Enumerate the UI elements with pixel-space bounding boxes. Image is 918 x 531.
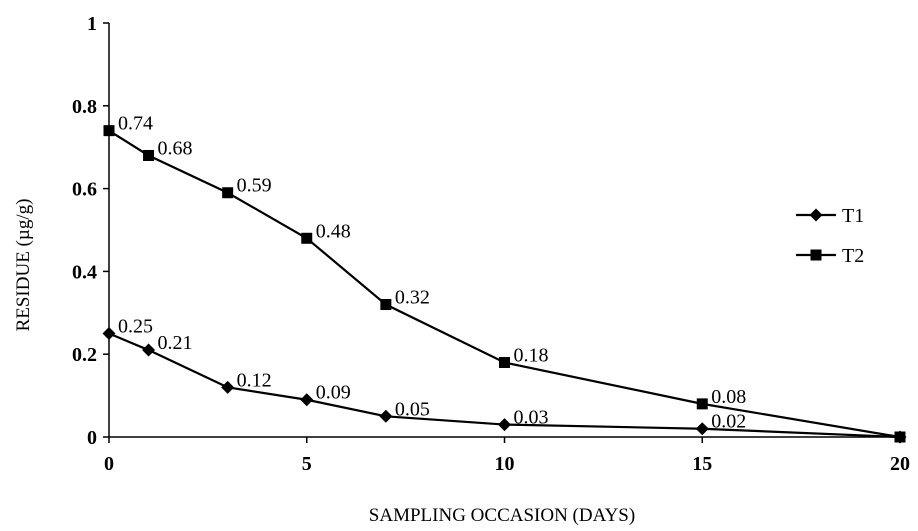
- y-tick-label: 0.2: [72, 344, 97, 366]
- data-point-t1: [498, 418, 511, 432]
- data-point-t2: [696, 398, 708, 410]
- series-layer: [102, 125, 907, 444]
- data-label-t2: 0.48: [316, 220, 351, 242]
- legend-marker-t1: [809, 208, 823, 222]
- data-label-t2: 0.68: [158, 137, 193, 159]
- data-point-t2: [301, 232, 313, 244]
- y-tick-label: 0.8: [72, 96, 97, 118]
- series-line-t1: [108, 332, 901, 439]
- series-line-t2: [108, 129, 901, 439]
- data-point-t1: [379, 409, 393, 423]
- y-tick-label: 0: [87, 427, 97, 449]
- data-point-t1: [695, 422, 709, 436]
- data-label-t2: 0.08: [711, 386, 746, 408]
- data-label-t1: 0.21: [158, 332, 193, 354]
- data-point-t2: [143, 149, 155, 161]
- data-label-t1: 0.02: [711, 411, 746, 433]
- data-point-t2: [380, 299, 392, 311]
- y-tick-label: 1: [87, 13, 97, 35]
- data-point-t2: [103, 125, 115, 137]
- legend-label-t2: T2: [842, 245, 864, 267]
- legend: T1 T2: [796, 205, 864, 267]
- data-label-t2: 0.74: [118, 113, 153, 135]
- data-point-t1: [221, 380, 235, 394]
- data-point-t2: [222, 187, 234, 199]
- x-tick-label: 15: [692, 453, 712, 475]
- data-point-t1: [102, 327, 116, 340]
- data-point-t1: [142, 343, 156, 357]
- legend-label-t1: T1: [842, 205, 864, 227]
- y-tick-label: 0.4: [72, 261, 97, 283]
- data-point-t1: [300, 393, 314, 407]
- data-label-t2: 0.18: [514, 344, 549, 366]
- data-label-t1: 0.09: [316, 382, 351, 404]
- data-point-t2: [894, 431, 906, 443]
- x-tick-label: 10: [495, 453, 515, 475]
- data-label-t1: 0.12: [237, 369, 272, 391]
- legend-marker-t2: [810, 249, 822, 261]
- data-label-t2: 0.59: [237, 175, 272, 197]
- x-tick-label: 20: [890, 453, 910, 475]
- y-tick-label: 0.6: [72, 179, 97, 201]
- data-label-t2: 0.32: [395, 287, 430, 309]
- x-tick-label: 0: [104, 453, 114, 475]
- x-tick-label: 5: [302, 453, 312, 475]
- x-axis-title: SAMPLING OCCASION (DAYS): [369, 505, 635, 526]
- data-labels: 0.250.21 0.12 0.09 0.05 0.03 0.02 0.740.68 0.59…: [118, 113, 746, 433]
- data-label-t1: 0.03: [514, 407, 549, 429]
- axes: 00.20.40.60.810 5 10 15 20: [72, 13, 910, 475]
- data-label-t1: 0.05: [395, 398, 430, 420]
- y-axis-title: RESIDUE (µg/g): [13, 199, 34, 332]
- data-point-t2: [499, 356, 510, 368]
- data-label-t1: 0.25: [118, 316, 153, 338]
